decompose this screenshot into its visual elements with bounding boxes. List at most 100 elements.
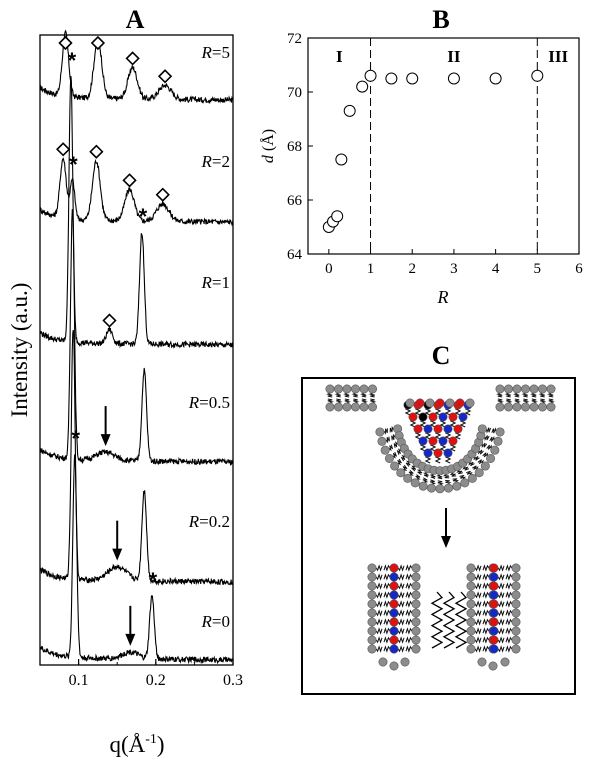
lipid-head: [367, 644, 377, 654]
lipid-tail: [360, 392, 367, 398]
series-label-value: =2: [212, 152, 230, 171]
lipid-head: [380, 445, 390, 455]
lipid-head: [435, 398, 445, 408]
series-label-r: R: [201, 273, 213, 292]
lipid-head: [466, 608, 476, 618]
lipid-head: [418, 412, 428, 422]
lipid-head: [367, 608, 377, 618]
lipid-tail: [397, 458, 402, 466]
lipid-tail: [336, 398, 343, 404]
lipid-tail: [397, 609, 405, 617]
series-label: R=0.5: [188, 393, 230, 412]
lipid-tail: [505, 591, 513, 599]
lipid-head: [448, 436, 458, 446]
lipid-tail: [456, 469, 463, 475]
x-tick-label: 0: [325, 261, 333, 277]
lipid-tail: [466, 470, 473, 476]
lipid-tail: [452, 478, 460, 483]
lipid-tail: [375, 645, 383, 653]
lipid-head: [477, 424, 487, 434]
lipid-head: [342, 384, 352, 394]
lipid-tail: [383, 573, 391, 581]
x-tick-label: 0.1: [69, 672, 89, 689]
lipid-tail: [397, 645, 405, 653]
lipid-tail: [538, 392, 545, 398]
lipid-head: [438, 412, 448, 422]
lipid-head: [512, 384, 522, 394]
panel-a-x-axis-title: q(Å-1): [109, 732, 164, 757]
lipid-head: [546, 384, 556, 394]
lipid-tail: [505, 618, 513, 626]
y-tick-label: 72: [287, 31, 302, 47]
peak-marker-diamond: [90, 35, 106, 51]
lipid-head: [529, 384, 539, 394]
lipid-head: [512, 402, 522, 412]
panel-a-y-axis-title: Intensity (a.u.): [7, 283, 32, 418]
lipid-head: [411, 626, 421, 636]
lipid-head: [389, 581, 399, 591]
lipid-tail: [389, 425, 394, 433]
lipid-tail: [375, 627, 383, 635]
lipid-head: [389, 644, 399, 654]
lipid-tail: [383, 591, 391, 599]
lipid-tail: [445, 480, 452, 485]
lipid-tail: [474, 582, 482, 590]
lipid-tail: [497, 618, 505, 626]
lipid-tail: [497, 645, 505, 653]
lipid-tail: [416, 469, 423, 476]
lipid-tail: [408, 470, 414, 476]
lipid-tail: [375, 564, 383, 572]
lipid-head: [511, 617, 521, 627]
lipid-head: [460, 478, 470, 488]
lipid-tail: [530, 392, 537, 398]
lipid-head: [466, 563, 476, 573]
lipid-tail: [392, 452, 397, 459]
lipid-head: [486, 453, 496, 463]
lipid-head: [443, 483, 453, 493]
lipid-head: [367, 402, 377, 412]
lipid-tail: [405, 609, 413, 617]
lipid-head: [435, 484, 445, 494]
panel-a-spectra: ***** R=5R=2R=1R=0.5R=0.2R=0 0.1 0.2 0.3 I…: [7, 29, 243, 757]
lipid-head: [403, 473, 413, 483]
lipid-head: [495, 384, 505, 394]
lipid-head: [350, 384, 360, 394]
lipid-tail: [473, 455, 480, 461]
lipid-head: [411, 599, 421, 609]
lipid-tail: [436, 474, 443, 480]
lipid-head: [466, 572, 476, 582]
lipid-tail: [505, 600, 513, 608]
lipid-tail: [405, 460, 411, 467]
lipid-tail: [396, 448, 402, 455]
data-point: [447, 72, 460, 85]
lipid-tail: [383, 618, 391, 626]
lipid-head: [466, 644, 476, 654]
lipid-tail: [397, 618, 405, 626]
x-tick-label: 3: [450, 261, 458, 277]
data-point: [364, 69, 377, 82]
panel-b-points: [322, 69, 544, 233]
series-label-r: R: [201, 152, 213, 171]
lipid-head: [325, 384, 335, 394]
lipid-tail: [397, 564, 405, 572]
lipid-head: [428, 436, 438, 446]
data-point: [356, 80, 369, 93]
transition-arrow: [441, 508, 451, 548]
lipid-head: [389, 626, 399, 636]
lipid-tail: [397, 591, 405, 599]
peak-marker-diamond: [122, 173, 137, 188]
lipid-tail: [327, 398, 334, 404]
lipid-tail: [383, 627, 391, 635]
x-tick-label: 4: [492, 261, 500, 277]
panel-b-y-axis-title: d (Å): [259, 129, 277, 163]
lipid-tail: [334, 392, 341, 398]
lipid-head: [489, 626, 499, 636]
lipid-tail: [430, 479, 437, 485]
lipid-head: [453, 424, 463, 434]
lipid-tail: [497, 398, 504, 404]
lipid-tail: [505, 627, 513, 635]
lipid-tail: [521, 392, 528, 398]
lipid-head: [489, 617, 499, 627]
lipid-tail: [383, 609, 391, 617]
